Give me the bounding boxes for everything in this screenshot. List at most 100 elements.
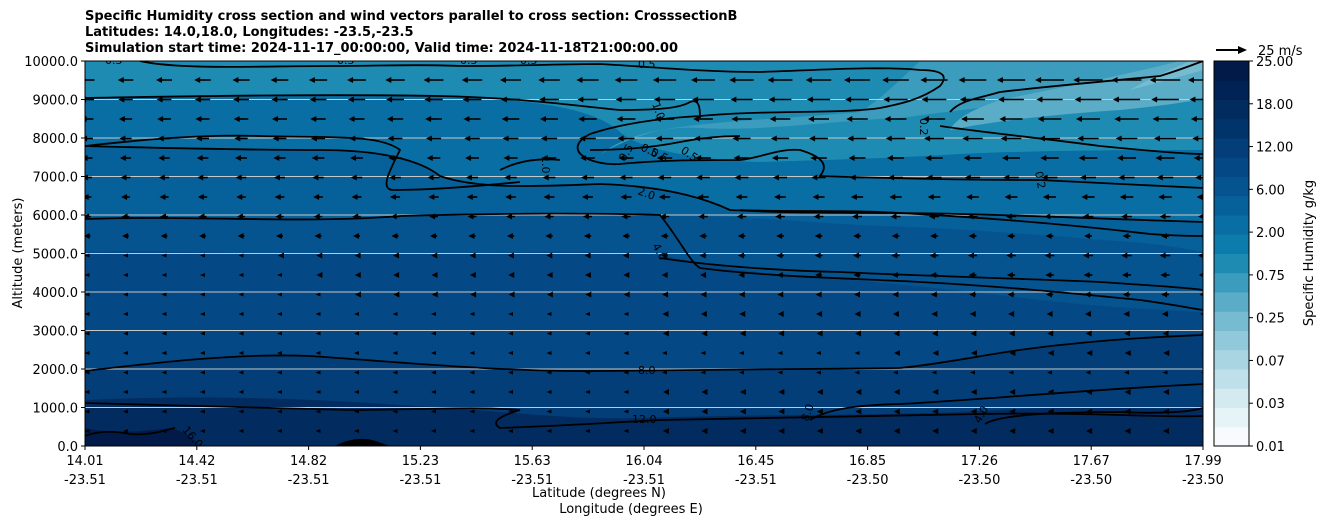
y-axis: 0.0 1000.0 2000.0 3000.0 4000.0 5000.0 6000.0 7… (24, 55, 85, 455)
wind-vector (969, 291, 976, 298)
wind-vector (970, 350, 977, 356)
wind-vector (1085, 370, 1091, 375)
x-axis: 14.01 -23.51 14.42 -23.51 14.82 -23.51 15.23 -2… (64, 446, 1224, 488)
wind-vector (739, 330, 746, 337)
wind-vector (195, 116, 210, 122)
wind-vector (692, 96, 714, 103)
colorbar-segment (1214, 80, 1249, 100)
wind-vector (1114, 116, 1139, 122)
wind-vector (465, 155, 479, 161)
x-tick-label-lat: 16.45 (737, 454, 774, 469)
wind-vector (739, 311, 746, 317)
wind-vector (855, 389, 862, 395)
wind-vector (656, 155, 673, 161)
colorbar-segment (1214, 138, 1249, 158)
wind-vector (931, 370, 937, 375)
wind-vector (390, 213, 400, 220)
wind-vector (701, 330, 708, 337)
x-axis-label-longitude: Longitude (degrees E) (559, 502, 703, 517)
x-tick-label-lat: 16.04 (625, 454, 662, 469)
wind-vector (1200, 312, 1203, 316)
wind-vector (1162, 330, 1169, 337)
wind-vector (1084, 291, 1092, 298)
wind-vector (662, 389, 669, 395)
wind-vector (309, 96, 327, 103)
wind-vector (197, 174, 208, 181)
contour-label: 12.0 (632, 413, 657, 426)
wind-vector (431, 409, 436, 414)
wind-vector (348, 116, 365, 122)
wind-vector (546, 429, 552, 433)
wind-vector (768, 96, 792, 103)
wind-vector (930, 272, 938, 278)
wind-vector (584, 272, 591, 278)
colorbar-segment (1214, 292, 1249, 312)
wind-vector (277, 252, 284, 259)
wind-vector (1009, 448, 1015, 454)
wind-vector (508, 312, 513, 316)
wind-vector (883, 96, 908, 103)
wind-vector (662, 311, 669, 317)
wind-vector (350, 174, 363, 181)
wind-vector (739, 428, 746, 434)
wind-vector (123, 331, 128, 336)
wind-vector (958, 77, 987, 83)
contour-label: 0.5 (337, 54, 355, 67)
wind-vector (461, 77, 483, 83)
wind-vector (582, 213, 593, 220)
wind-vector (922, 116, 946, 122)
wind-vector (392, 252, 399, 259)
wind-vector (886, 155, 905, 161)
wind-vector (778, 428, 785, 434)
wind-vector (544, 213, 554, 220)
wind-vector (931, 311, 938, 317)
wind-vector (123, 390, 128, 394)
wind-vector (964, 174, 981, 181)
wind-vector (469, 272, 476, 278)
wind-vector (386, 96, 404, 103)
wind-vector (431, 370, 436, 375)
wind-vector (1006, 272, 1016, 278)
wind-vector (740, 448, 746, 454)
wind-vector (661, 252, 668, 259)
wind-vector (1006, 252, 1016, 259)
chart-title: Specific Humidity cross section and wind… (85, 9, 737, 57)
wind-vector (466, 194, 478, 200)
wind-vector (200, 253, 205, 258)
wind-vector (270, 77, 289, 83)
wind-vector (385, 77, 405, 83)
wind-vector (855, 448, 861, 454)
wind-vector (653, 96, 676, 103)
wind-vector (734, 174, 749, 181)
wind-vector (624, 449, 629, 453)
contour-label: 1.0 (539, 156, 552, 174)
wind-vector (585, 409, 590, 414)
wind-vector (157, 135, 171, 142)
wind-vector (999, 116, 1023, 122)
wind-vector (929, 252, 939, 259)
wind-vector (315, 331, 321, 336)
wind-vector (85, 273, 90, 277)
wind-vector (316, 449, 321, 453)
x-tick-label-lat: 15.63 (514, 454, 551, 469)
wind-vector (425, 116, 442, 122)
wind-vector (1123, 311, 1130, 317)
wind-vector (1084, 311, 1092, 317)
wind-vector (806, 96, 831, 103)
contour-line-2a (85, 145, 1203, 223)
wind-vector (1118, 174, 1135, 181)
wind-vector (313, 194, 323, 200)
wind-vector (538, 77, 560, 83)
wind-vector (968, 233, 977, 239)
y-tick-label: 4000.0 (33, 286, 79, 301)
wind-vector (776, 252, 784, 259)
wind-vector (1047, 408, 1054, 415)
wind-vector (854, 311, 861, 317)
wind-vector (1159, 213, 1171, 220)
wind-vector (424, 96, 443, 103)
wind-vector (464, 135, 480, 142)
colorbar-segment (1214, 234, 1249, 254)
wind-vector (813, 213, 824, 220)
wind-vector (470, 291, 477, 298)
wind-vector (739, 389, 746, 395)
